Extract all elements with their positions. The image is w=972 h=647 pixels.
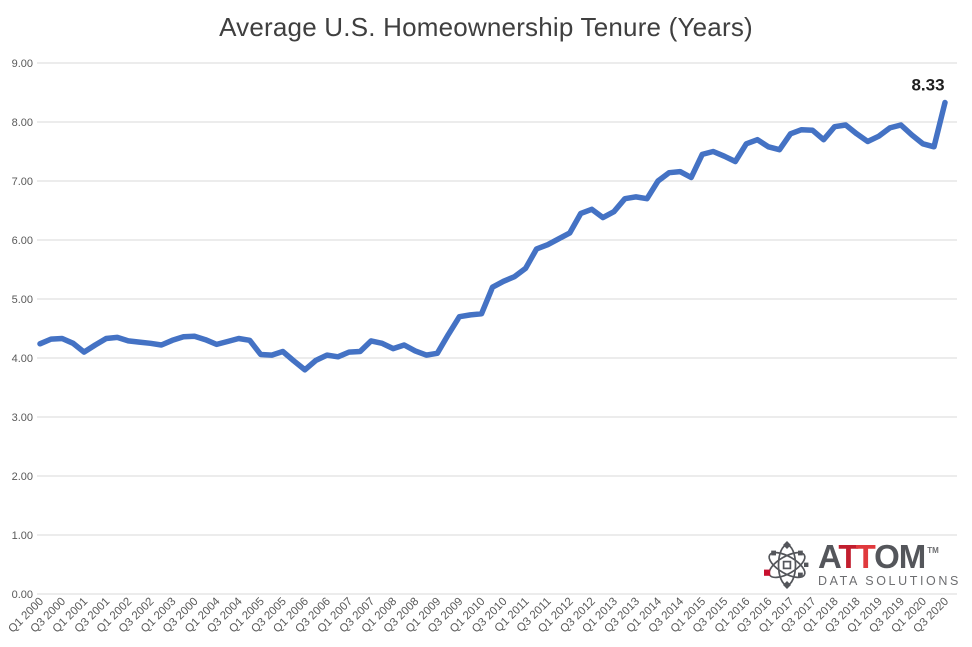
y-tick-label: 1.00 [12,530,33,542]
y-tick-label: 4.00 [12,353,33,365]
y-tick-label: 3.00 [12,412,33,424]
atom-icon [764,541,809,589]
y-tick-label: 8.00 [12,117,33,129]
wordmark-a: A [818,538,839,575]
y-tick-label: 6.00 [12,235,33,247]
y-tick-label: 2.00 [12,471,33,483]
y-tick-label: 0.00 [12,589,33,601]
chart-title: Average U.S. Homeownership Tenure (Years… [219,12,753,42]
wordmark-om: OM [874,538,926,575]
trademark-symbol: TM [927,546,939,555]
end-value-label: 8.33 [911,76,944,95]
y-tick-label: 7.00 [12,176,33,188]
tenure-line [37,99,948,373]
y-tick-label: 9.00 [12,58,33,70]
attom-logo: ATTOM TM DATA SOLUTIONS [763,540,961,589]
attom-subtitle: DATA SOLUTIONS [818,574,961,588]
attom-wordmark: ATTOM TM [818,540,961,573]
wordmark-t2: T [855,538,876,575]
y-tick-label: 5.00 [12,294,33,306]
wordmark-t1: T [838,538,858,575]
